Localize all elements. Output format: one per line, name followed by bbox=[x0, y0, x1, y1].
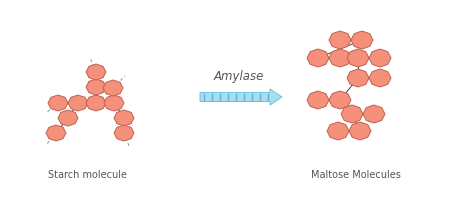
Polygon shape bbox=[369, 49, 391, 67]
Polygon shape bbox=[329, 31, 351, 49]
Polygon shape bbox=[307, 91, 329, 109]
Polygon shape bbox=[86, 95, 106, 111]
Polygon shape bbox=[307, 49, 329, 67]
Polygon shape bbox=[341, 105, 363, 123]
Polygon shape bbox=[347, 69, 369, 87]
FancyArrow shape bbox=[200, 89, 282, 105]
Polygon shape bbox=[103, 80, 123, 96]
Text: Maltose Molecules: Maltose Molecules bbox=[311, 170, 401, 180]
Polygon shape bbox=[329, 49, 351, 67]
Polygon shape bbox=[369, 69, 391, 87]
Polygon shape bbox=[46, 125, 66, 141]
Polygon shape bbox=[86, 79, 106, 95]
Polygon shape bbox=[347, 49, 369, 67]
Polygon shape bbox=[104, 95, 124, 111]
Polygon shape bbox=[349, 122, 371, 140]
Polygon shape bbox=[363, 105, 385, 123]
Polygon shape bbox=[68, 95, 88, 111]
Polygon shape bbox=[114, 110, 134, 126]
Text: Starch molecule: Starch molecule bbox=[49, 170, 127, 180]
Text: Amylase: Amylase bbox=[214, 70, 264, 83]
Polygon shape bbox=[114, 125, 134, 141]
Polygon shape bbox=[86, 64, 106, 80]
Polygon shape bbox=[48, 95, 68, 111]
Polygon shape bbox=[329, 91, 351, 109]
Polygon shape bbox=[58, 110, 78, 126]
Polygon shape bbox=[351, 31, 373, 49]
Polygon shape bbox=[327, 122, 349, 140]
